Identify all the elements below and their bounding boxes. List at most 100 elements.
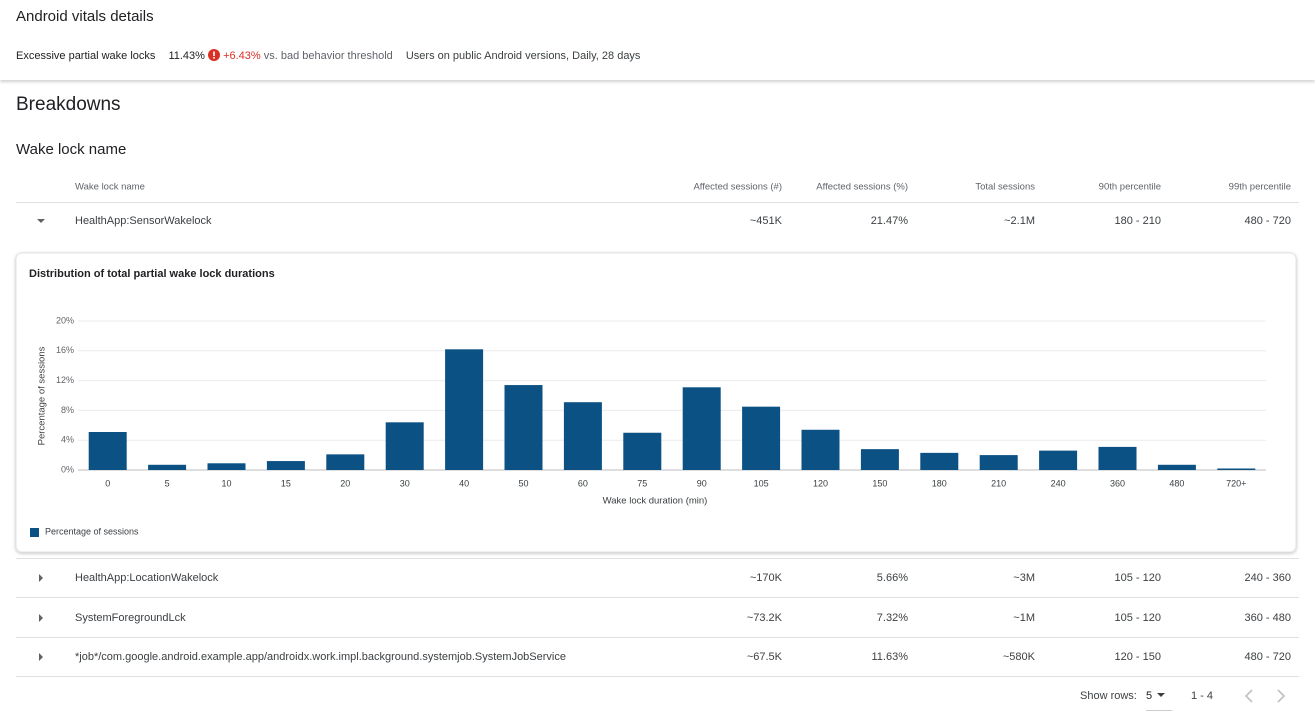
row-value: 21.47% [870,215,908,227]
row-value: 180 - 210 [1114,215,1161,227]
bar [1217,468,1256,470]
row-value: 360 - 480 [1244,612,1291,624]
row-divider [16,637,1299,638]
x-tick-label: 15 [281,478,291,488]
show-rows-label: Show rows: [1080,690,1137,702]
x-tick-label: 180 [932,478,947,488]
column-header: Total sessions [975,181,1035,193]
metric-delta-suffix: vs. bad behavior threshold [263,50,393,62]
bar [682,387,721,470]
bar [742,406,781,470]
bar [148,464,187,470]
expand-toggle[interactable] [36,216,46,226]
x-tick-label: 480 [1169,478,1184,488]
column-header: Affected sessions (%) [816,181,908,193]
section-subtitle: Wake lock name [16,141,127,158]
row-value: ~3M [1013,572,1035,584]
page-title: Android vitals details [16,8,154,25]
x-tick-label: 0 [105,478,110,488]
x-tick-label: 5 [165,478,170,488]
x-tick-label: 210 [991,478,1006,488]
row-value: 120 - 150 [1114,651,1161,663]
row-divider [16,597,1299,598]
bar [1157,464,1196,470]
row-value: 5.66% [876,572,908,584]
bar [445,349,484,470]
row-value: 11.63% [871,651,909,663]
row-value: 240 - 360 [1244,572,1291,584]
column-header: 90th percentile [1098,181,1161,193]
row-name: HealthApp:SensorWakelock [75,215,212,227]
row-name: *job*/com.google.android.example.app/and… [75,651,566,663]
bar [1039,450,1078,470]
y-tick-label: 8% [61,405,74,415]
column-header: Wake lock name [75,181,145,193]
x-tick-label: 10 [221,478,231,488]
legend-swatch [30,528,39,537]
row-value: ~580K [1002,651,1035,663]
section-title: Breakdowns [16,94,121,115]
row-name: SystemForegroundLck [75,612,186,624]
x-tick-label: 60 [578,478,588,488]
page-range: 1 - 4 [1191,690,1214,702]
y-tick-label: 12% [56,375,74,385]
bar [504,385,543,470]
bar [860,449,899,470]
y-tick-label: 20% [56,315,74,325]
x-tick-label: 20 [340,478,350,488]
y-axis-label: Percentage of sessions [37,346,48,445]
x-tick-label: 40 [459,478,469,488]
bar [88,432,127,470]
header: Android vitals details Excessive partial… [0,0,1315,80]
metric-name: Excessive partial wake locks [16,50,156,62]
y-tick-label: 4% [61,435,74,445]
expand-toggle[interactable] [36,652,46,662]
metric-scope: Users on public Android versions, Daily,… [405,50,641,62]
x-tick-label: 720+ [1226,478,1246,488]
y-tick-label: 16% [56,345,74,355]
row-name: HealthApp:LocationWakelock [75,572,219,584]
bar [563,402,602,470]
metric-row: Excessive partial wake locks 11.43% +6.4… [16,49,640,62]
chart-title: Distribution of total partial wake lock … [29,268,275,280]
row-value: ~2.1M [1004,215,1035,227]
bar [207,463,246,470]
row-divider [16,202,1299,203]
x-tick-label: 90 [697,478,707,488]
x-axis-label: Wake lock duration (min) [603,496,708,507]
row-value: ~73.2K [746,612,782,624]
dropdown-arrow [1157,693,1166,697]
chart-card [15,252,1297,553]
alert-icon [208,49,221,61]
bar [326,454,365,470]
bar [1098,446,1137,470]
row-value: 480 - 720 [1244,215,1291,227]
prev-page[interactable] [1242,688,1256,704]
rows-select[interactable]: 5 [1146,690,1172,711]
metric-value: 11.43% [168,50,205,62]
row-value: ~451K [749,215,782,227]
bar [920,452,959,470]
bar [623,432,662,470]
next-page[interactable] [1274,688,1288,704]
bar [979,455,1018,470]
x-tick-label: 105 [754,478,769,488]
bar [266,461,305,470]
row-value: 105 - 120 [1114,572,1161,584]
row-value: ~170K [749,572,782,584]
row-value: 480 - 720 [1244,651,1291,663]
x-tick-label: 30 [400,478,410,488]
row-value: ~1M [1013,612,1035,624]
bar [385,422,424,470]
expand-toggle[interactable] [36,573,46,583]
row-value: ~67.5K [746,651,782,663]
expand-toggle[interactable] [36,613,46,623]
x-tick-label: 360 [1110,478,1125,488]
rows-value: 5 [1146,690,1153,702]
column-header: Affected sessions (#) [693,181,782,193]
metric-delta: +6.43% [223,50,261,62]
row-value: 105 - 120 [1114,612,1161,624]
row-divider [16,558,1299,559]
x-tick-label: 240 [1051,478,1066,488]
